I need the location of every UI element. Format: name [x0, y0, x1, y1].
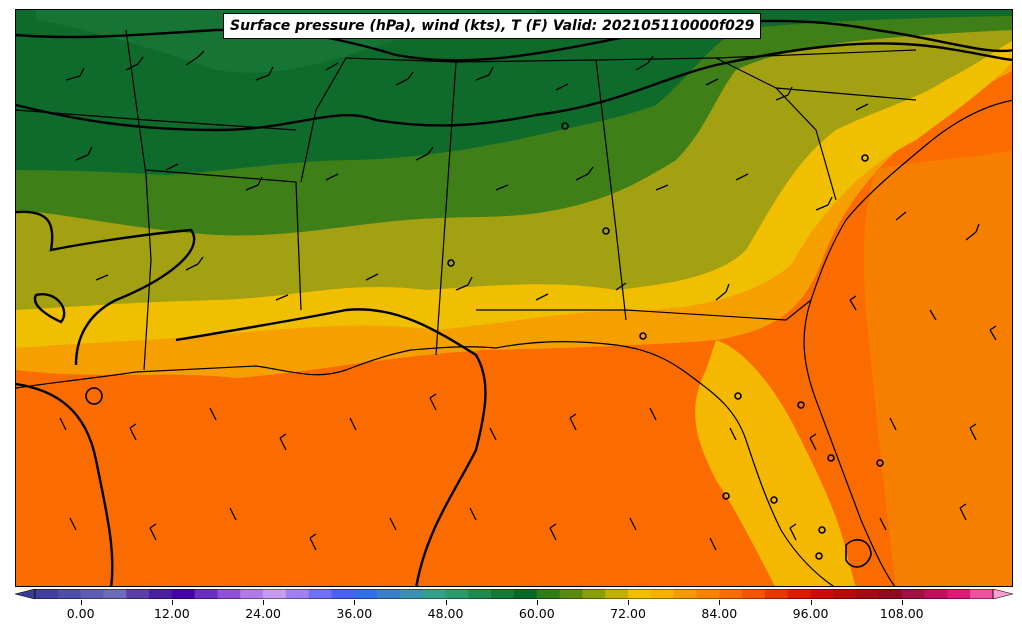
colorbar-segment	[650, 589, 675, 599]
colorbar-tick-label: 108.00	[879, 606, 924, 621]
colorbar-segment	[263, 589, 287, 599]
colorbar-segment	[171, 589, 196, 599]
colorbar-tick-label: 24.00	[245, 606, 281, 621]
colorbar-tick-label: 84.00	[701, 606, 738, 621]
colorbar-segment	[103, 589, 127, 599]
colorbar-segment	[924, 589, 948, 599]
state-border-10	[775, 87, 917, 101]
colorbar-segment	[57, 589, 82, 599]
colorbar-segment	[308, 589, 333, 599]
colorbar-tick-label: 48.00	[427, 606, 464, 621]
state-border-6	[455, 59, 627, 321]
colorbar-segment	[856, 589, 880, 599]
florida-yellow	[695, 340, 856, 586]
state-border-8	[476, 299, 812, 321]
colorbar-segment	[536, 589, 561, 599]
isobar-6	[175, 308, 487, 586]
colorbar-segment	[605, 589, 629, 599]
colorbar-segment	[491, 589, 515, 599]
colorbar-segment	[673, 589, 697, 599]
colorbar-tick	[901, 600, 903, 605]
colorbar-tick-label: 36.00	[336, 606, 373, 621]
isobar-3	[16, 210, 196, 366]
colorbar-tick	[536, 600, 538, 605]
isobar-2	[16, 19, 1012, 62]
isobar-4	[33, 293, 66, 324]
colorbar-segment	[810, 589, 834, 599]
colorbar-segment	[331, 589, 355, 599]
colorbar-segment	[901, 589, 926, 599]
colorbar-tick	[263, 600, 265, 605]
small-contours	[85, 122, 884, 568]
colorbar-segment	[696, 589, 720, 599]
state-border-3	[145, 169, 302, 311]
colorbar-tick-label: 96.00	[792, 606, 829, 621]
colorbar-segment	[719, 589, 743, 599]
colorbar-segment	[422, 589, 447, 599]
colorbar-extend-left	[15, 589, 36, 599]
colorbar-tick	[719, 600, 721, 605]
colorbar-border	[34, 589, 994, 599]
warm-east	[864, 150, 1012, 586]
state-border-2	[16, 109, 297, 131]
colorbar-tick-label: 12.00	[153, 606, 190, 621]
map-panel	[15, 9, 1013, 587]
colorbar-segment	[878, 589, 903, 599]
colorbar-segment	[787, 589, 812, 599]
colorbar-tick-label: 60.00	[518, 606, 555, 621]
state-border-7	[595, 57, 717, 61]
colorbar-tick	[80, 600, 82, 605]
colorbar-segment	[742, 589, 766, 599]
colorbar-segment	[399, 589, 424, 599]
isobar-5	[16, 382, 114, 586]
colorbar-segment	[194, 589, 218, 599]
colorbar-segment	[559, 589, 583, 599]
colorbar-extend-right	[992, 589, 1013, 599]
colorbar	[15, 589, 1013, 599]
colorbar-tick	[810, 600, 812, 605]
colorbar-segment	[947, 589, 971, 599]
colorbar-segment	[628, 589, 652, 599]
colorbar-segment	[833, 589, 857, 599]
colorbar-ticks: 0.00 12.00 24.00 36.00 48.00 60.00 72.00 84.00 9…	[0, 600, 1022, 630]
state-border-9	[715, 57, 837, 201]
colorbar-segment	[240, 589, 264, 599]
colorbar-tick	[445, 600, 447, 605]
state-border-1	[125, 29, 152, 371]
colorbar-tick	[628, 600, 630, 605]
colorbar-segment	[582, 589, 606, 599]
isobar-1	[16, 42, 1012, 132]
isobars	[16, 19, 1012, 586]
colorbar-segment	[354, 589, 378, 599]
colorbar-segment	[514, 589, 538, 599]
colorbar-tick	[354, 600, 356, 605]
geography-lines	[16, 29, 1012, 586]
colorbar-segment	[285, 589, 310, 599]
colorbar-segment	[217, 589, 241, 599]
colorbar-segment	[35, 589, 59, 599]
colorbar-tick	[171, 600, 173, 605]
state-border-4	[300, 57, 347, 183]
colorbar-tick-label: 0.00	[66, 606, 95, 621]
temperature-map	[16, 10, 1012, 586]
gulf-coastline	[16, 340, 835, 586]
wind-barbs	[59, 50, 997, 551]
temperature-fill	[16, 10, 1012, 586]
colorbar-segment	[445, 589, 469, 599]
colorbar-segment	[126, 589, 150, 599]
colorbar-segment	[764, 589, 789, 599]
colorbar-segment	[970, 589, 994, 599]
colorbar-tick-label: 72.00	[610, 606, 646, 621]
state-border-11	[715, 49, 917, 59]
colorbar-segment	[149, 589, 173, 599]
colorbar-segment	[377, 589, 401, 599]
colorbar-segment	[80, 589, 104, 599]
colorbar-segment	[468, 589, 492, 599]
map-title: Surface pressure (hPa), wind (kts), T (F…	[223, 13, 762, 39]
